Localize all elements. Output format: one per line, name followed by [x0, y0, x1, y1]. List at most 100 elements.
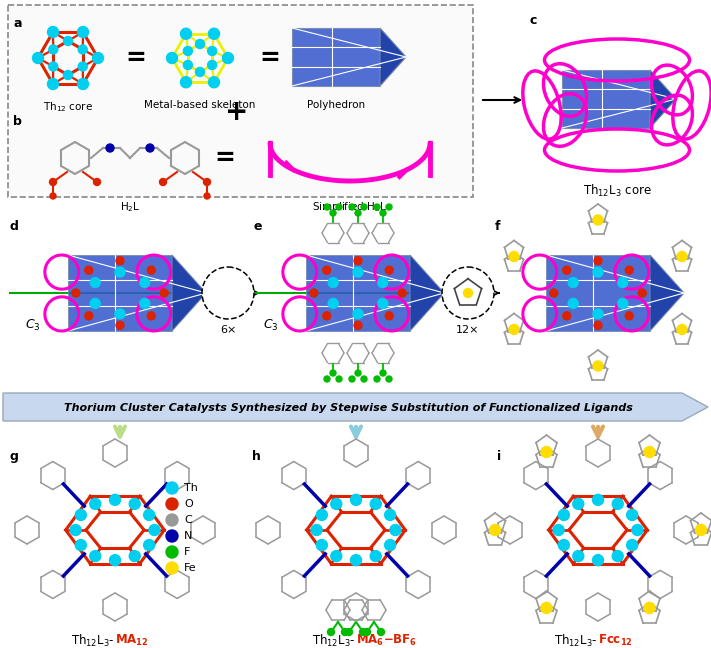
- Circle shape: [140, 299, 150, 308]
- Text: N: N: [184, 531, 193, 541]
- Circle shape: [638, 289, 646, 297]
- Circle shape: [553, 524, 564, 535]
- Polygon shape: [410, 255, 444, 331]
- Text: =: =: [260, 46, 280, 70]
- Circle shape: [593, 361, 603, 371]
- Circle shape: [341, 629, 348, 636]
- Circle shape: [385, 312, 393, 320]
- Text: C: C: [184, 515, 192, 525]
- Circle shape: [573, 498, 584, 509]
- Circle shape: [355, 370, 361, 376]
- Circle shape: [316, 540, 327, 551]
- Circle shape: [378, 629, 385, 636]
- Text: 12×: 12×: [456, 325, 480, 335]
- Polygon shape: [380, 28, 406, 86]
- Circle shape: [77, 78, 88, 89]
- Circle shape: [626, 540, 638, 551]
- Circle shape: [144, 509, 155, 520]
- Circle shape: [618, 277, 628, 288]
- Circle shape: [166, 52, 178, 64]
- Circle shape: [90, 277, 100, 288]
- Circle shape: [202, 267, 254, 319]
- Circle shape: [50, 193, 56, 199]
- Circle shape: [70, 524, 81, 535]
- Circle shape: [644, 603, 655, 614]
- Circle shape: [328, 629, 334, 636]
- Circle shape: [390, 524, 401, 535]
- Circle shape: [109, 494, 120, 505]
- Circle shape: [593, 309, 603, 319]
- Circle shape: [677, 325, 687, 334]
- Circle shape: [208, 76, 220, 87]
- Circle shape: [311, 524, 322, 535]
- Text: +: +: [225, 98, 249, 126]
- Circle shape: [92, 52, 104, 64]
- Circle shape: [196, 67, 205, 76]
- Circle shape: [85, 312, 92, 320]
- Circle shape: [354, 257, 362, 264]
- FancyBboxPatch shape: [562, 70, 650, 128]
- Circle shape: [166, 514, 178, 526]
- Circle shape: [385, 266, 393, 274]
- Text: =: =: [126, 46, 146, 70]
- Circle shape: [612, 498, 624, 509]
- Circle shape: [360, 629, 366, 636]
- Circle shape: [85, 266, 92, 274]
- Circle shape: [166, 482, 178, 494]
- Circle shape: [166, 562, 178, 574]
- Circle shape: [378, 299, 387, 308]
- Circle shape: [324, 204, 330, 210]
- Circle shape: [310, 289, 318, 297]
- Circle shape: [592, 494, 604, 505]
- Circle shape: [442, 267, 494, 319]
- Circle shape: [166, 530, 178, 542]
- Circle shape: [336, 204, 342, 210]
- Circle shape: [90, 498, 101, 509]
- Circle shape: [398, 289, 406, 297]
- Text: 6×: 6×: [220, 325, 236, 335]
- Circle shape: [464, 288, 473, 297]
- Circle shape: [115, 267, 125, 277]
- Circle shape: [509, 251, 519, 262]
- Circle shape: [49, 45, 58, 54]
- Text: d: d: [10, 220, 19, 233]
- Circle shape: [115, 309, 125, 319]
- Text: Metal-based skeleton: Metal-based skeleton: [144, 100, 256, 110]
- Text: Th$_{12}$L$_3$-: Th$_{12}$L$_3$-: [71, 633, 115, 648]
- Circle shape: [386, 204, 392, 210]
- Circle shape: [203, 178, 210, 185]
- Circle shape: [380, 370, 386, 376]
- Circle shape: [140, 277, 150, 288]
- Text: $\mathbf{-BF_6}$: $\mathbf{-BF_6}$: [383, 633, 417, 648]
- Circle shape: [354, 321, 362, 329]
- Circle shape: [78, 45, 87, 54]
- Text: c: c: [530, 14, 538, 27]
- Text: =: =: [215, 146, 235, 170]
- Circle shape: [90, 299, 100, 308]
- Circle shape: [49, 62, 58, 71]
- Circle shape: [204, 193, 210, 199]
- Circle shape: [50, 178, 56, 185]
- Circle shape: [626, 509, 638, 520]
- Circle shape: [573, 551, 584, 562]
- Text: $\mathbf{Fcc_{12}}$: $\mathbf{Fcc_{12}}$: [598, 633, 633, 648]
- Circle shape: [625, 312, 634, 320]
- Circle shape: [316, 509, 327, 520]
- Circle shape: [208, 29, 220, 40]
- Circle shape: [385, 509, 395, 520]
- Text: $\mathbf{MA_6}$: $\mathbf{MA_6}$: [356, 633, 384, 648]
- Circle shape: [181, 76, 191, 87]
- Circle shape: [63, 36, 73, 45]
- FancyBboxPatch shape: [8, 5, 473, 197]
- Circle shape: [159, 178, 166, 185]
- Circle shape: [351, 494, 361, 505]
- FancyBboxPatch shape: [306, 255, 410, 331]
- Circle shape: [323, 312, 331, 320]
- Text: Th$_{12}$L$_3$ core: Th$_{12}$L$_3$ core: [583, 183, 651, 199]
- Polygon shape: [650, 70, 676, 128]
- Circle shape: [644, 446, 655, 457]
- Circle shape: [116, 257, 124, 264]
- Circle shape: [129, 498, 140, 509]
- Circle shape: [208, 47, 217, 56]
- Circle shape: [349, 376, 355, 382]
